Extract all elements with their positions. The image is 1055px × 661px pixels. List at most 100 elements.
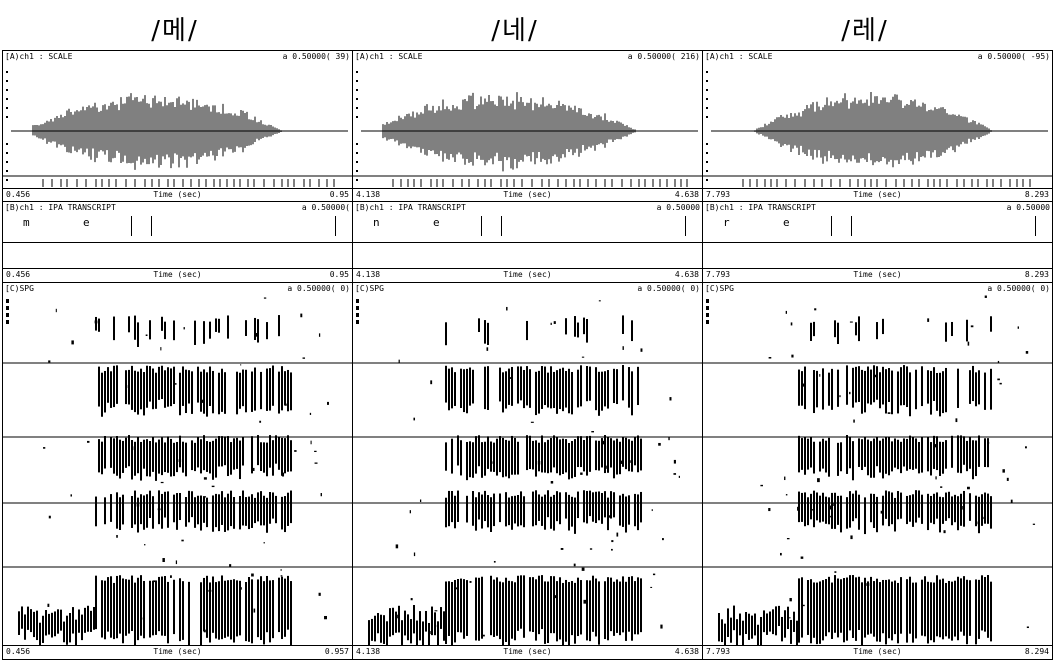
spectrogram-speck <box>398 359 400 363</box>
segment-boundary[interactable] <box>151 216 152 236</box>
spectrogram-striation <box>541 496 543 526</box>
spectrogram-striation <box>487 322 489 345</box>
spectrogram-striation <box>807 580 809 635</box>
spectrogram-speck <box>397 614 400 619</box>
spectrogram-striation <box>413 605 415 634</box>
spectrogram-striation <box>631 320 633 342</box>
segment-boundary[interactable] <box>335 216 336 236</box>
spectrogram-striation <box>152 580 154 636</box>
spectrogram-striation <box>936 575 938 637</box>
spectrogram-striation <box>24 614 26 640</box>
spectrogram-striation <box>69 612 71 643</box>
spectrogram-speck <box>874 374 877 378</box>
spectrogram-speck <box>152 580 156 583</box>
spectrogram-striation <box>616 579 618 633</box>
spectrogram-striation <box>493 442 495 472</box>
spectrogram-striation <box>203 321 205 344</box>
spectrogram-speck <box>589 548 593 550</box>
axis-label: Time (sec) <box>853 270 902 279</box>
segment-label[interactable]: m <box>23 216 30 229</box>
spectrogram-striation <box>772 609 774 635</box>
transcript-pane[interactable]: [B)ch1 : IPA TRANSCRIPT a 0.50000 r e 7.793 T… <box>702 201 1053 283</box>
segment-boundary[interactable] <box>851 216 852 236</box>
spectrogram-pane[interactable]: [C)SPG a 0.50000( 0) 7.793 Time (sec) 8.294 <box>702 282 1053 660</box>
spectrogram-striation <box>879 582 881 642</box>
spectrogram-pane[interactable]: [C)SPG a 0.50000( 0) 0.456 Time (sec) 0.957 <box>2 282 353 660</box>
transcript-pane[interactable]: [B)ch1 : IPA TRANSCRIPT a 0.50000 n e 4.138 T… <box>352 201 703 283</box>
spectrogram-pane[interactable]: [C)SPG a 0.50000( 0) 4.138 Time (sec) 4.638 <box>352 282 703 660</box>
spectrogram-striation <box>454 495 456 529</box>
segment-label[interactable]: e <box>433 216 440 229</box>
spectrogram-striation <box>478 492 480 520</box>
waveform-pane[interactable]: [A)ch1 : SCALE a 0.50000( 216) 4.138 Time (… <box>352 50 703 202</box>
spectrogram-striation <box>532 491 534 527</box>
spectrogram-striation <box>230 579 232 640</box>
spectrogram-speck <box>126 385 128 389</box>
spectrogram-striation <box>963 576 965 636</box>
spectrogram-striation <box>27 606 29 630</box>
spectrogram-striation <box>284 438 286 474</box>
spectrogram-striation <box>933 435 935 469</box>
spectrogram-striation <box>864 370 866 413</box>
segment-boundary[interactable] <box>481 216 482 236</box>
spectrogram-striation <box>894 580 896 635</box>
spectrogram-plot <box>3 297 352 645</box>
spectrogram-speck <box>601 440 605 445</box>
segment-boundary[interactable] <box>831 216 832 236</box>
spectrogram-striation <box>104 436 106 469</box>
spectrogram-striation <box>113 582 115 640</box>
waveform-pane[interactable]: [A)ch1 : SCALE a 0.50000( 39) 0.456 Time (s… <box>2 50 353 202</box>
spectrogram-speck <box>580 472 583 475</box>
waveform-pane[interactable]: [A)ch1 : SCALE a 0.50000( -95) 7.793 Time (… <box>702 50 1053 202</box>
spectrogram-striation <box>200 439 202 474</box>
spectrogram-striation <box>727 608 729 637</box>
spectrogram-striation <box>508 497 510 526</box>
spectrogram-speck <box>668 436 670 441</box>
spectrogram-striation <box>66 615 68 645</box>
spectrogram-striation <box>915 438 917 469</box>
spectrogram-speck <box>318 592 321 596</box>
spectrogram-speck <box>650 586 653 588</box>
spectrogram-striation <box>520 366 522 401</box>
spectrogram-striation <box>281 496 283 530</box>
spectrogram-striation <box>90 610 92 632</box>
segment-label[interactable]: n <box>373 216 380 229</box>
spectrogram-striation <box>912 494 914 527</box>
spectrogram-striation <box>810 579 812 644</box>
transcript-header-scale: a 0.50000( <box>301 203 350 212</box>
segment-boundary[interactable] <box>131 216 132 236</box>
segment-boundary[interactable] <box>501 216 502 236</box>
spectrogram-striation <box>819 495 821 523</box>
spectrogram-striation <box>793 611 795 632</box>
spectrogram-striation <box>257 435 259 466</box>
spectrogram-striation <box>598 371 600 416</box>
spectrogram-striation <box>116 492 118 529</box>
segment-label[interactable]: e <box>783 216 790 229</box>
spectrogram-striation <box>87 605 89 632</box>
spectrogram-striation <box>801 438 803 470</box>
spectrogram-striation <box>882 366 884 405</box>
segment-label[interactable]: r <box>723 216 730 229</box>
transcript-pane[interactable]: [B)ch1 : IPA TRANSCRIPT a 0.50000(m e 0.456… <box>2 201 353 283</box>
spectrogram-striation <box>221 575 223 640</box>
spectrogram-striation <box>194 320 196 345</box>
spectrogram-speck <box>413 417 416 421</box>
segment-boundary[interactable] <box>1035 216 1036 236</box>
spectrogram-striation <box>212 440 214 480</box>
spectrogram-striation <box>290 372 292 411</box>
spectrogram-striation <box>781 616 783 642</box>
spectrogram-striation <box>42 615 44 643</box>
spectrogram-striation <box>897 582 899 644</box>
spectrogram-striation <box>816 492 818 521</box>
spectrogram-striation <box>828 497 830 525</box>
spectrogram-striation <box>969 370 971 404</box>
spectrogram-speck <box>581 567 585 571</box>
spectrogram-striation <box>230 442 232 475</box>
segment-label[interactable]: e <box>83 216 90 229</box>
spectrogram-speck <box>116 534 118 538</box>
segment-boundary[interactable] <box>685 216 686 236</box>
spectrogram-speck <box>934 444 938 448</box>
spectrogram-striation <box>266 575 268 633</box>
spectrogram-striation <box>493 579 495 637</box>
spectrogram-striation <box>562 582 564 645</box>
